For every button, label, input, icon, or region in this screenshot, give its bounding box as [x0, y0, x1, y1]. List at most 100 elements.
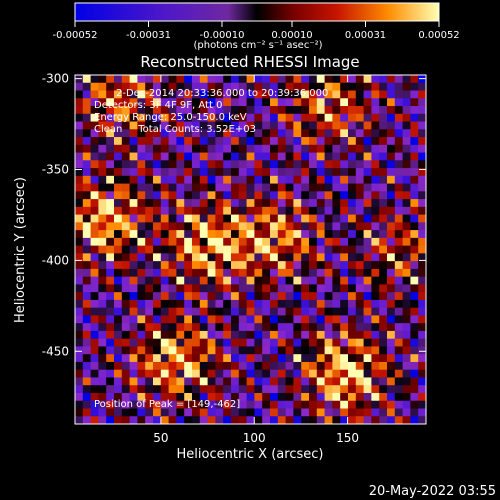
heatmap-cell [207, 284, 216, 293]
heatmap-cell [418, 276, 426, 285]
heatmap-cell [379, 392, 388, 402]
heatmap-cell [106, 168, 115, 177]
heatmap-cell [262, 323, 271, 332]
heatmap-cell [98, 299, 107, 309]
heatmap-cell [199, 354, 208, 363]
heatmap-cell [355, 106, 364, 115]
heatmap-cell [114, 385, 123, 394]
heatmap-cell [137, 129, 146, 138]
heatmap-cell [254, 113, 263, 122]
heatmap-cell [363, 106, 372, 115]
heatmap-cell [379, 292, 388, 301]
heatmap-cell [106, 338, 115, 347]
heatmap-cell [277, 152, 286, 161]
heatmap-cell [410, 416, 419, 424]
heatmap-cell [270, 284, 279, 293]
heatmap-cell [418, 206, 426, 215]
heatmap-cell [402, 82, 411, 91]
heatmap-cell [176, 168, 185, 177]
heatmap-cell [231, 98, 240, 107]
heatmap-cell [418, 129, 426, 138]
heatmap-cell [285, 121, 294, 130]
heatmap-cell [98, 237, 107, 247]
heatmap-cell [410, 276, 419, 285]
heatmap-cell [192, 307, 201, 316]
heatmap-cell [394, 315, 403, 324]
heatmap-cell [137, 222, 146, 231]
heatmap-cell [223, 276, 232, 285]
heatmap-cell [82, 82, 91, 91]
heatmap-cell [293, 377, 302, 386]
heatmap-cell [285, 230, 294, 239]
heatmap-cell [277, 377, 286, 386]
heatmap-cell [176, 354, 185, 363]
heatmap-cell [82, 261, 91, 270]
heatmap-cell [332, 106, 341, 115]
heatmap-cell [379, 113, 388, 122]
heatmap-cell [285, 113, 294, 122]
heatmap-cell [309, 183, 318, 192]
heatmap-cell [199, 90, 208, 99]
heatmap-cell [160, 361, 169, 371]
heatmap-cell [160, 330, 169, 340]
heatmap-cell [262, 175, 271, 184]
chart-title: Reconstructed RHESSI Image [140, 53, 359, 71]
heatmap-cell [285, 377, 294, 386]
heatmap-cell [410, 183, 419, 192]
heatmap-cell [355, 268, 364, 278]
heatmap-cell [75, 292, 84, 301]
heatmap-cell [293, 416, 302, 424]
heatmap-cell [153, 385, 162, 394]
heatmap-cell [402, 129, 411, 138]
heatmap-cell [246, 137, 255, 146]
heatmap-cell [379, 284, 388, 293]
heatmap-cell [379, 175, 388, 184]
heatmap-cell [332, 400, 341, 409]
heatmap-cell [332, 330, 341, 340]
heatmap-cell [332, 284, 341, 293]
heatmap-cell [293, 299, 302, 309]
heatmap-cell [176, 369, 185, 378]
heatmap-cell [418, 160, 426, 169]
heatmap-cell [379, 121, 388, 130]
heatmap-cell [168, 284, 177, 293]
heatmap-cell [293, 75, 302, 84]
heatmap-cell [82, 307, 91, 316]
heatmap-cell [402, 385, 411, 394]
heatmap-cell [199, 129, 208, 138]
heatmap-cell [114, 408, 123, 417]
heatmap-cell [348, 416, 357, 424]
heatmap-cell [394, 168, 403, 177]
heatmap-cell [270, 416, 279, 424]
heatmap-cell [137, 82, 146, 91]
heatmap-cell [285, 214, 294, 223]
heatmap-cell [215, 199, 224, 208]
heatmap-cell [316, 253, 325, 262]
heatmap-cell [246, 214, 255, 223]
heatmap-cell [348, 400, 357, 409]
heatmap-cell [82, 206, 91, 215]
colorbar-tick-label: 0.00052 [418, 30, 459, 41]
heatmap-cell [238, 90, 247, 99]
heatmap-cell [387, 222, 396, 231]
heatmap-cell [215, 245, 224, 254]
heatmap-cell [246, 253, 255, 262]
heatmap-cell [309, 206, 318, 215]
heatmap-cell [270, 168, 279, 177]
heatmap-cell [324, 237, 333, 247]
heatmap-cell [121, 261, 130, 270]
heatmap-cell [332, 369, 341, 378]
heatmap-cell [371, 75, 380, 84]
heatmap-cell [215, 82, 224, 91]
heatmap-cell [168, 385, 177, 394]
heatmap-cell [254, 121, 263, 130]
heatmap-cell [418, 400, 426, 409]
heatmap-cell [106, 237, 115, 247]
heatmap-cell [98, 222, 107, 231]
heatmap-cell [223, 377, 232, 386]
heatmap-cell [340, 237, 349, 247]
heatmap-cell [410, 160, 419, 169]
heatmap-cell [387, 106, 396, 115]
heatmap-cell [355, 137, 364, 146]
heatmap-cell [270, 292, 279, 301]
